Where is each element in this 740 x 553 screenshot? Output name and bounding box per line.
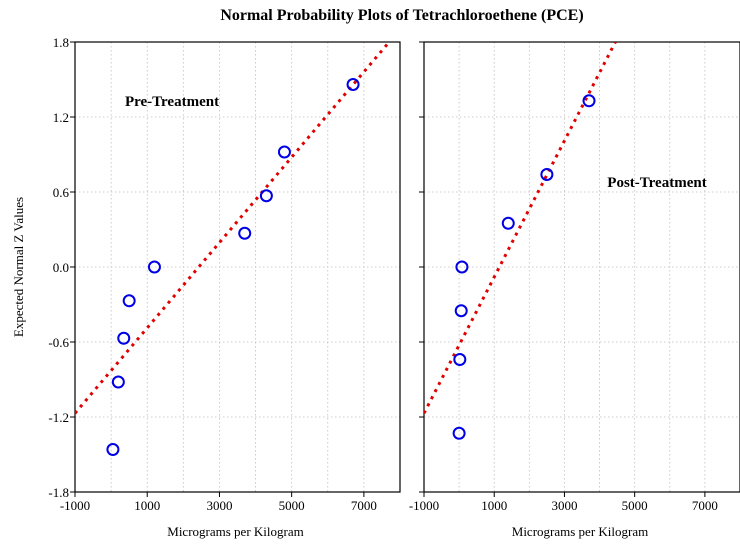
panel-label: Post-Treatment xyxy=(607,175,706,191)
y-tick-label: 1.8 xyxy=(53,35,69,50)
y-tick-label: 0.6 xyxy=(53,185,70,200)
chart-title: Normal Probability Plots of Tetrachloroe… xyxy=(220,7,583,24)
data-point xyxy=(277,145,291,159)
x-axis-label: Micrograms per Kilogram xyxy=(512,524,648,539)
data-point xyxy=(259,189,273,203)
data-point xyxy=(452,426,466,440)
x-tick-label: 7000 xyxy=(351,498,377,513)
data-point xyxy=(122,294,136,308)
y-tick-label: 1.2 xyxy=(53,110,69,125)
panel-pre-treatment: 1.8 1.2 0.6 0.0 -0.6 -1.2 -1.8-1000 1000 3000 500… xyxy=(48,35,401,539)
x-tick-label: 1000 xyxy=(481,498,507,513)
panel-label: Pre-Treatment xyxy=(125,94,219,110)
x-axis-label: Micrograms per Kilogram xyxy=(167,524,303,539)
panels: 1.81.20.60.0-0.6-1.2-1.8-1000 1000 3000 500… xyxy=(48,35,740,539)
fit-line xyxy=(424,42,617,414)
data-point xyxy=(540,168,554,181)
data-point xyxy=(501,216,515,230)
data-point xyxy=(238,226,252,240)
y-axis-label: Expected Normal Z Values xyxy=(11,197,26,337)
y-tick-label: -1.8 xyxy=(48,485,69,500)
panel-post-treatment: -1000 1000 3000 5000 7000 Micrograms per Kilo… xyxy=(409,41,740,539)
fit-line xyxy=(75,42,391,415)
x-tick-label: 5000 xyxy=(279,498,305,513)
y-tick-label: 0.0 xyxy=(53,260,69,275)
data-point xyxy=(147,260,161,274)
data-point xyxy=(455,260,469,274)
x-tick-label: -1000 xyxy=(409,498,439,513)
x-tick-label: 3000 xyxy=(551,498,577,513)
data-point xyxy=(117,331,131,345)
y-tick-label: -0.6 xyxy=(48,335,69,350)
x-tick-label: 5000 xyxy=(622,498,648,513)
data-point xyxy=(346,78,360,91)
x-tick-label: 7000 xyxy=(692,498,718,513)
x-tick-label: -1000 xyxy=(60,498,90,513)
data-point xyxy=(453,353,467,366)
x-tick-label: 3000 xyxy=(206,498,232,513)
data-point xyxy=(582,94,596,108)
data-point xyxy=(106,443,120,456)
y-tick-label: -1.2 xyxy=(48,410,69,425)
x-tick-label: 1000 xyxy=(134,498,160,513)
data-point xyxy=(111,375,125,389)
data-point xyxy=(454,304,468,318)
